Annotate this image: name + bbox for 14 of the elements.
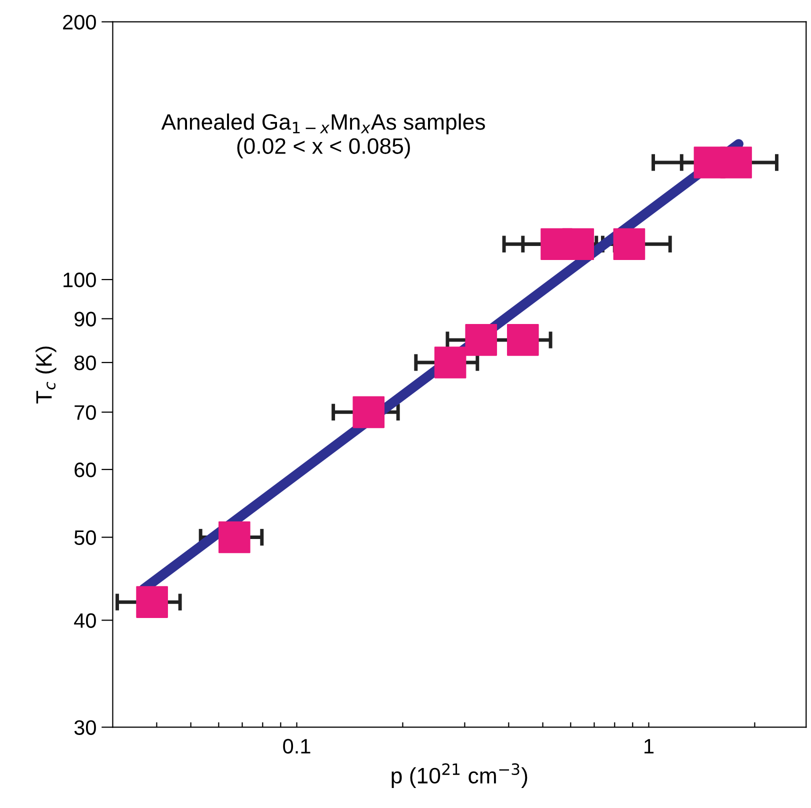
y-tick-label: 200 (63, 14, 96, 30)
x-axis-title: p (10$^{21}$ cm$^{−3}$) (392, 763, 528, 788)
y-tick-label: 70 (74, 405, 96, 420)
y-tick-label: 50 (74, 530, 96, 546)
y-tick-label: 60 (74, 462, 96, 478)
annotation: Annealed Ga$_{1−x}$Mn$_{x}$As samples (0.02 < x < 0.085) (161, 114, 485, 158)
y-tick-label: 30 (74, 720, 96, 735)
x-tick-label: 1 (644, 739, 654, 754)
y-tick-label: 100 (64, 272, 96, 288)
y-tick-label: 90 (74, 312, 96, 326)
y-axis-title: T$_{c}$ (K) (36, 346, 56, 404)
y-tick-label: 80 (74, 356, 96, 370)
y-tick-label: 40 (74, 613, 96, 628)
x-tick-label: 0.1 (283, 738, 310, 754)
